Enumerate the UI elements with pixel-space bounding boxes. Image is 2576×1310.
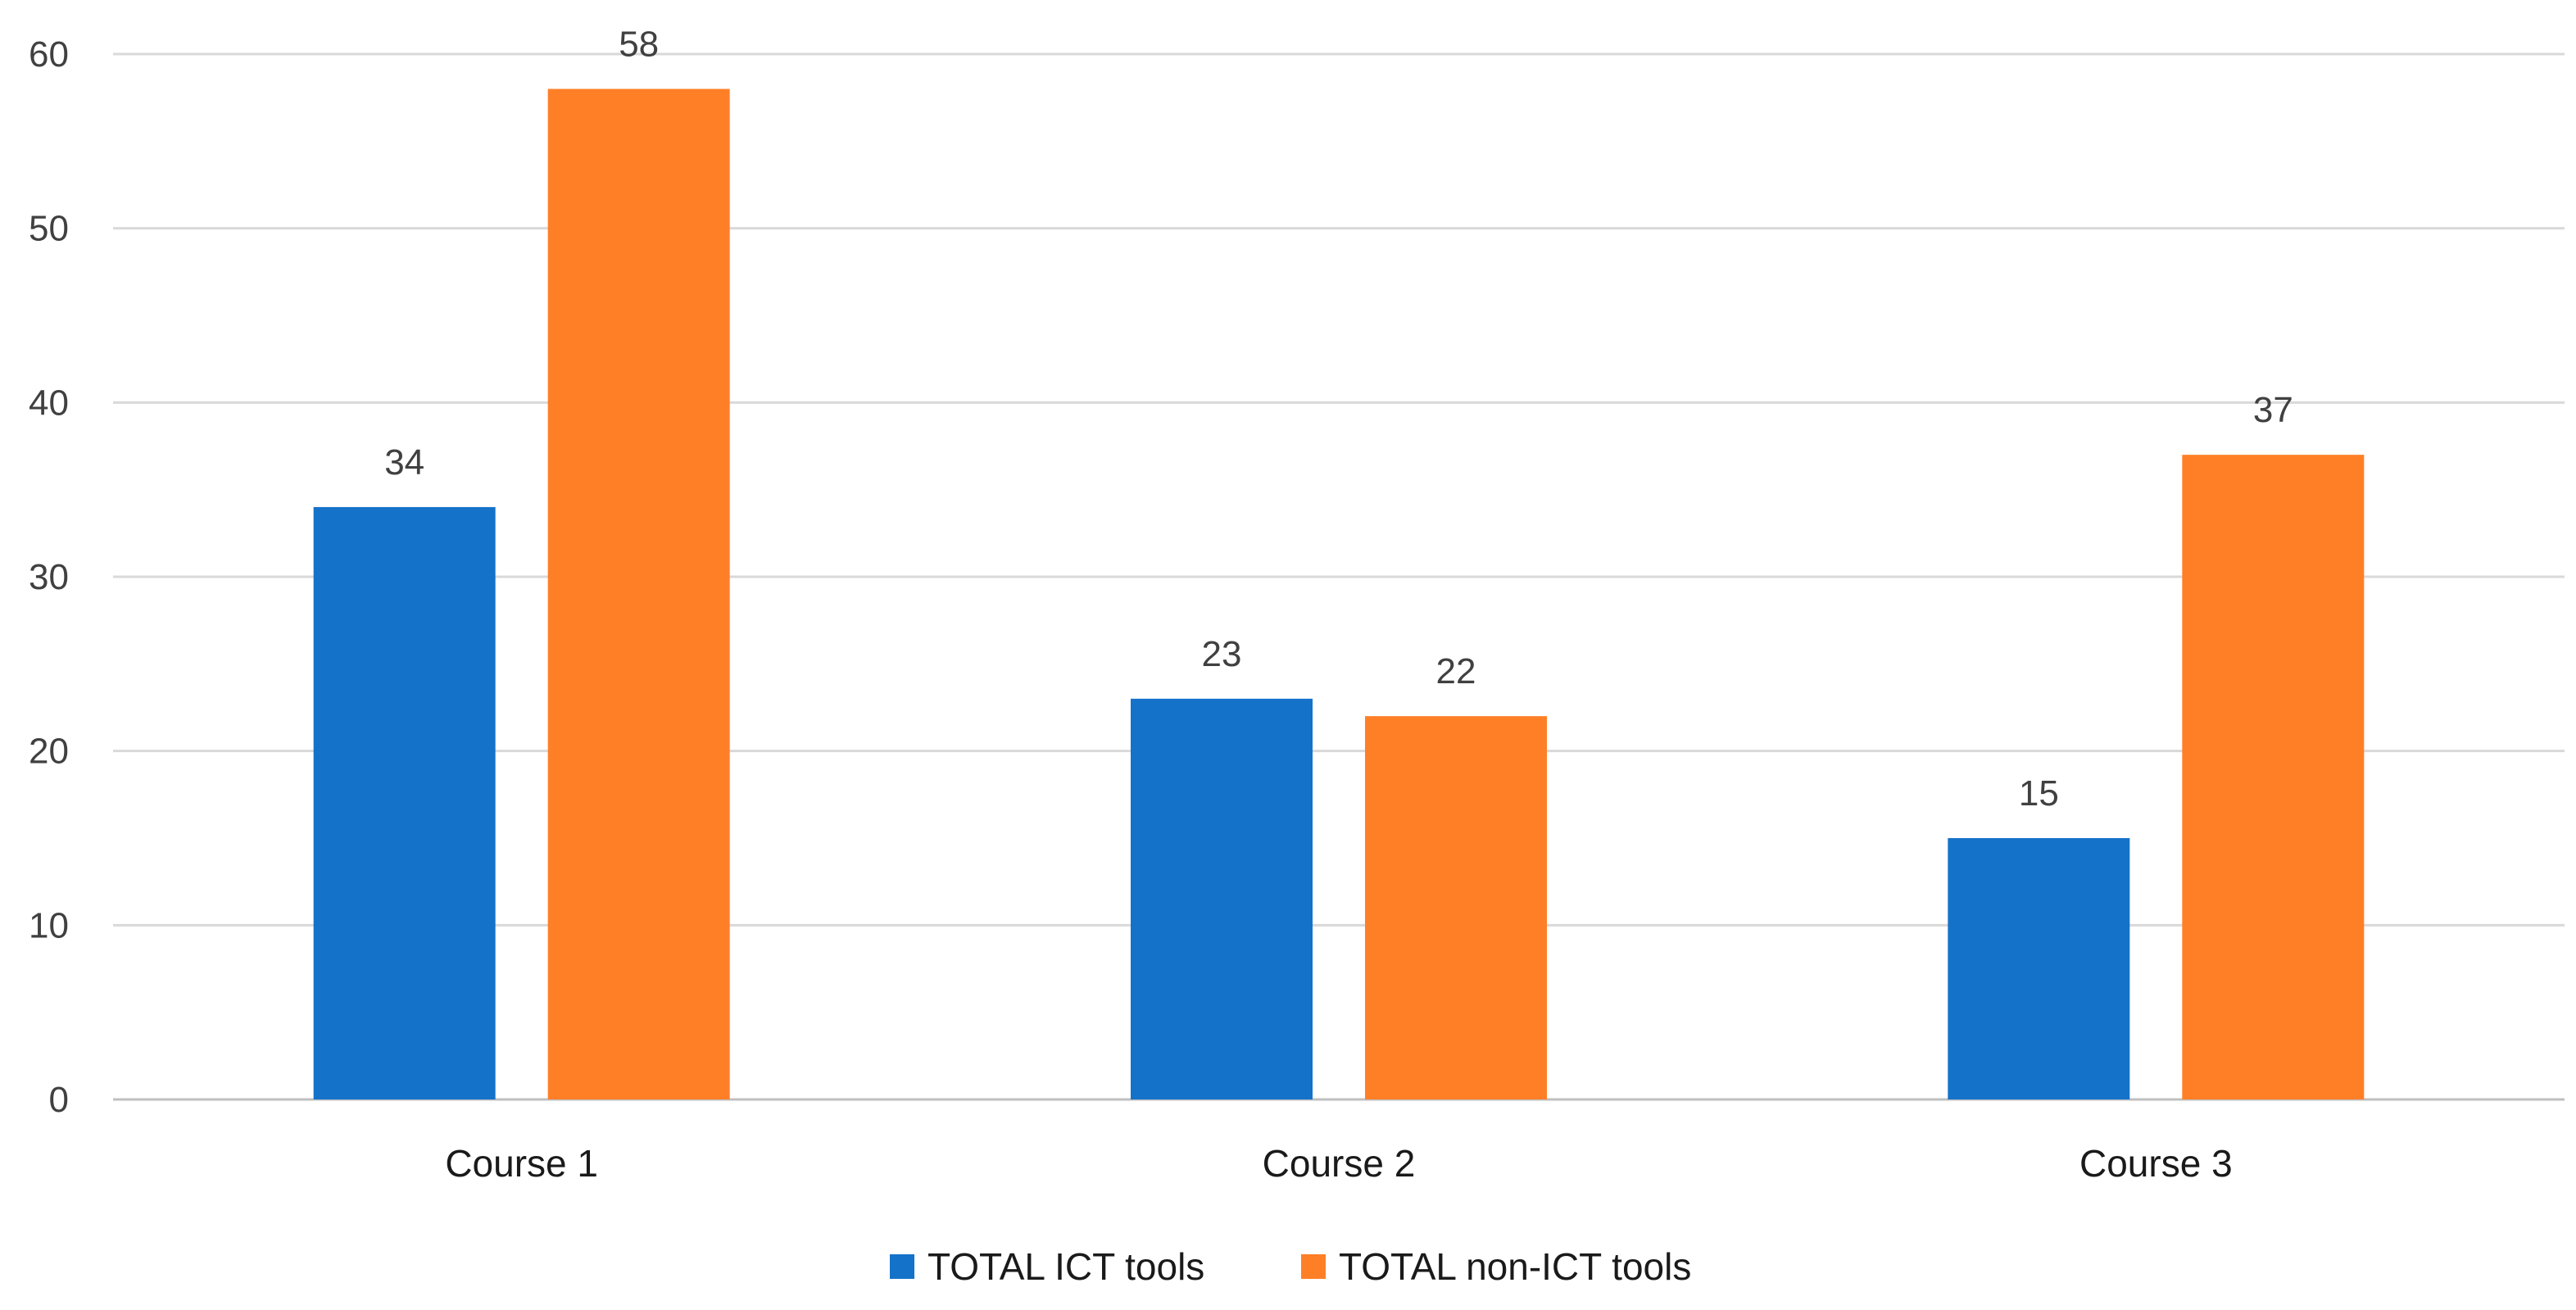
- legend-label: TOTAL non-ICT tools: [1339, 1245, 1691, 1288]
- x-category-label: Course 1: [445, 1142, 598, 1185]
- bar-total-ict-tools-course-2: [1131, 698, 1313, 1099]
- x-category-label: Course 2: [1263, 1142, 1416, 1185]
- bars: [313, 88, 2365, 1100]
- data-label: 58: [619, 25, 659, 65]
- y-tick-label: 30: [29, 557, 69, 597]
- y-tick-label: 20: [29, 732, 69, 772]
- y-axis-ticks: 0 10 20 30 40 50 60: [29, 34, 69, 1120]
- bar-total-non-ict-tools-course-2: [1365, 716, 1547, 1099]
- y-tick-label: 60: [29, 34, 69, 75]
- x-axis-categories: Course 1 Course 2 Course 3: [445, 1142, 2232, 1185]
- gridlines: [113, 52, 2565, 1101]
- data-labels: 34 58 23 22 15 37: [384, 25, 2293, 814]
- legend-swatch: [890, 1254, 914, 1279]
- x-category-label: Course 3: [2079, 1142, 2233, 1185]
- y-tick-label: 0: [49, 1080, 69, 1120]
- legend-swatch: [1301, 1254, 1326, 1279]
- bar-total-ict-tools-course-3: [1948, 838, 2130, 1099]
- data-label: 34: [384, 442, 424, 483]
- legend: TOTAL ICT tools TOTAL non-ICT tools: [890, 1245, 1691, 1288]
- bar-total-non-ict-tools-course-1: [547, 88, 730, 1100]
- y-tick-label: 10: [29, 905, 69, 945]
- data-label: 23: [1202, 634, 1242, 674]
- y-tick-label: 40: [29, 383, 69, 423]
- bar-total-ict-tools-course-1: [313, 506, 496, 1099]
- bar-total-non-ict-tools-course-3: [2182, 455, 2365, 1099]
- data-label: 15: [2019, 773, 2059, 814]
- legend-label: TOTAL ICT tools: [927, 1245, 1204, 1288]
- y-tick-label: 50: [29, 209, 69, 249]
- data-label: 22: [1436, 651, 1476, 691]
- data-label: 37: [2253, 390, 2293, 430]
